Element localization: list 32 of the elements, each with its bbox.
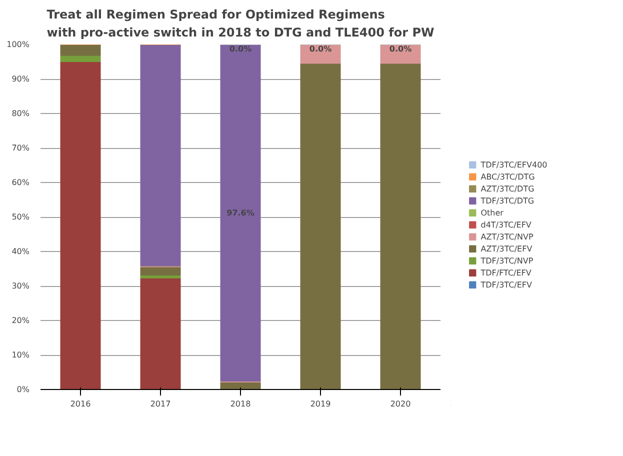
legend-label: Other <box>480 208 504 217</box>
legend-label: AZT/3TC/DTG <box>480 184 534 193</box>
data-label: 0.0% <box>309 44 332 54</box>
y-tick-label: 30% <box>12 282 30 290</box>
x-tick-label: 2020 <box>390 400 411 408</box>
y-tick-label: 60% <box>12 178 30 187</box>
x-tick-label: 2019 <box>310 400 331 408</box>
legend-label: TDF/3TC/EFV400 <box>480 160 548 169</box>
y-tick-label: 10% <box>12 350 30 360</box>
legend-label: d4T/3TC/EFV <box>480 220 532 229</box>
y-tick-label: 20% <box>12 316 30 325</box>
data-label: 0.0% <box>229 44 252 54</box>
x-tick-label: 2016 <box>70 400 91 408</box>
y-tick-label: 50% <box>12 212 30 222</box>
legend-label: AZT/3TC/EFV <box>480 244 532 253</box>
y-tick-label: 0% <box>16 385 30 394</box>
data-label: 0.0% <box>389 44 412 54</box>
y-tick-label: 80% <box>12 109 30 118</box>
chart-title: Treat all Regimen Spread for Optimized Regimens with pro-active switch in 2018 to DTG and TLE400 for PW <box>46 7 434 40</box>
y-tick-label: 100% <box>6 40 30 49</box>
data-label: 97.6% <box>226 208 254 218</box>
legend-label: TDF/3TC/EFV <box>480 280 532 289</box>
legend-label: ABC/3TC/DTG <box>480 172 535 181</box>
legend-label: TDF/3TC/DTG <box>480 196 534 205</box>
y-tick-label: 90% <box>12 74 30 84</box>
x-tick-label: 2018 <box>230 400 251 408</box>
legend-label: AZT/3TC/NVP <box>480 232 534 241</box>
legend-label: TDF/FTC/EFV <box>480 268 532 277</box>
y-tick-label: 40% <box>12 247 30 256</box>
legend-label: TDF/3TC/NVP <box>480 256 534 265</box>
x-tick-label: 2017 <box>150 400 171 408</box>
y-tick-label: 70% <box>12 144 30 152</box>
